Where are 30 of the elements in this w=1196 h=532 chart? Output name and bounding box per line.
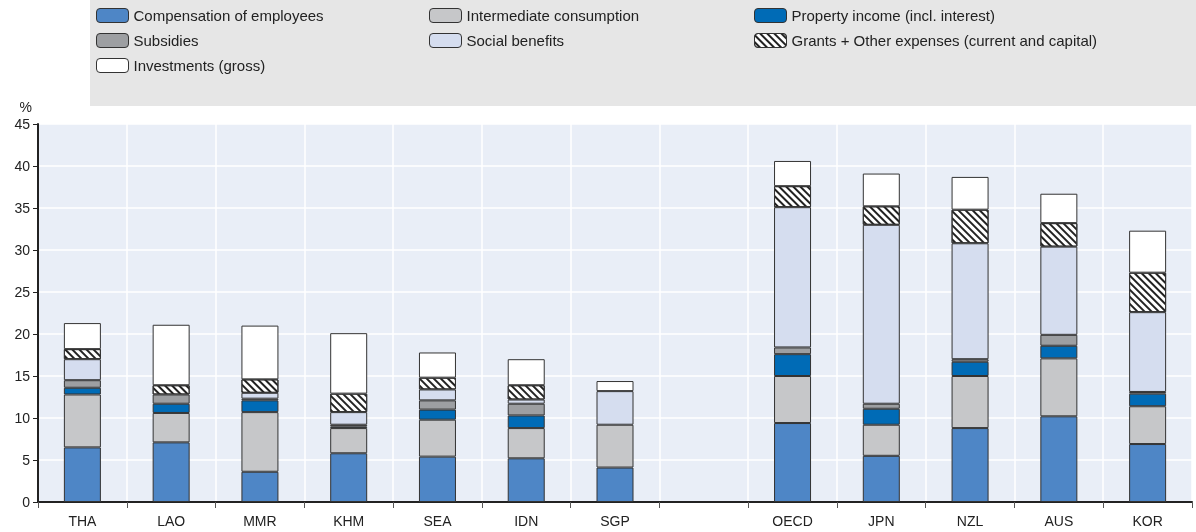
legend-label: Investments (gross): [133, 57, 266, 74]
y-tick-label: 5: [22, 452, 31, 468]
legend-label: Subsidies: [133, 32, 199, 49]
x-tick-label: KHM: [333, 513, 365, 529]
y-tick-label: 15: [14, 368, 31, 384]
legend-label: Social benefits: [466, 32, 565, 49]
x-tick-label: SGP: [600, 513, 630, 529]
legend-label: Property income (incl. interest): [791, 7, 995, 24]
y-tick-label: 25: [14, 284, 31, 300]
x-tick-label: LAO: [157, 513, 186, 529]
legend-label: Grants + Other expenses (current and capital): [791, 32, 1098, 49]
x-tick-label: OECD: [772, 513, 813, 529]
y-tick-label: 45: [14, 116, 31, 132]
x-tick-label: AUS: [1044, 513, 1074, 529]
x-tick-label: MMR: [243, 513, 277, 529]
legend-label: Intermediate consumption: [466, 7, 640, 24]
x-tick-label: SEA: [423, 513, 453, 529]
legend-label: Compensation of employees: [133, 7, 324, 24]
y-tick-label: 40: [14, 158, 31, 174]
y-tick-label: 0: [22, 494, 31, 510]
x-tick-label: THA: [68, 513, 98, 529]
y-tick-label: 10: [14, 410, 31, 426]
y-axis-title: %: [19, 99, 32, 115]
y-tick-label: 35: [14, 200, 31, 216]
x-tick-label: JPN: [868, 513, 895, 529]
y-tick-label: 20: [14, 326, 31, 342]
x-tick-label: KOR: [1132, 513, 1163, 529]
x-tick-label: NZL: [956, 513, 984, 529]
y-tick-label: 30: [14, 242, 31, 258]
x-tick-label: IDN: [514, 513, 539, 529]
